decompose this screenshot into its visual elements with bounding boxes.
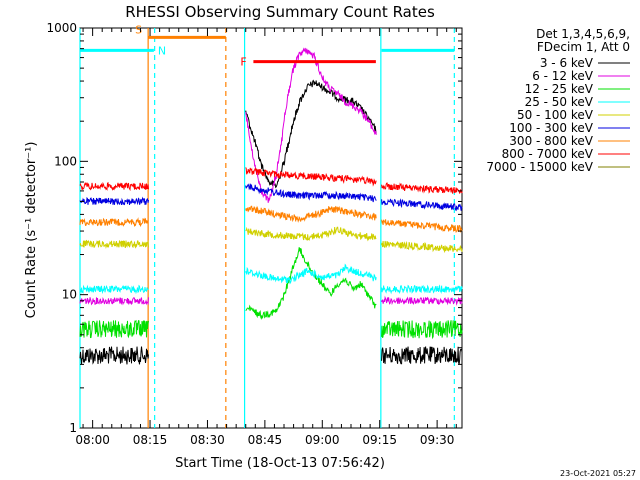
x-axis: 08:00 08:15 08:30 08:45 09:00 09:15 09:30 — [75, 28, 457, 447]
series-trace — [381, 346, 463, 365]
series-trace — [245, 79, 377, 189]
series-trace — [245, 47, 377, 203]
series-layer — [79, 47, 463, 365]
series-100-300keV — [79, 183, 463, 212]
legend: Det 1,3,4,5,6,9, FDecim 1, Att 0 3 - 6 k… — [486, 27, 630, 174]
series-trace — [381, 219, 463, 234]
y-tick-label: 1 — [69, 421, 77, 435]
legend-label: 3 - 6 keV — [540, 56, 594, 70]
series-800-7000keV — [79, 167, 463, 194]
chart-title: RHESSI Observing Summary Count Rates — [125, 3, 435, 21]
series-trace — [381, 295, 463, 306]
annotation-label-F: F — [240, 56, 246, 69]
plot-area: S N F — [79, 23, 463, 429]
x-tick-label: 09:00 — [305, 433, 340, 447]
annotation-label-N: N — [158, 44, 166, 57]
series-trace — [245, 183, 377, 203]
legend-label: 6 - 12 keV — [532, 69, 594, 83]
series-6-12keV — [79, 47, 463, 306]
vertical-markers — [79, 28, 455, 428]
x-tick-label: 09:15 — [362, 433, 397, 447]
series-trace — [381, 198, 463, 212]
series-3-6keV — [79, 79, 463, 365]
y-tick-label: 100 — [54, 154, 77, 168]
series-trace — [245, 263, 377, 285]
annotation-label-S: S — [135, 23, 142, 36]
legend-info-line-1: Det 1,3,4,5,6,9, — [536, 27, 630, 41]
series-12-25keV — [79, 247, 463, 340]
x-tick-label: 09:30 — [420, 433, 455, 447]
series-trace — [79, 284, 149, 295]
x-tick-label: 08:45 — [248, 433, 283, 447]
series-trace — [245, 226, 377, 242]
series-trace — [245, 167, 377, 187]
legend-label: 7000 - 15000 keV — [486, 160, 593, 174]
series-trace — [79, 346, 149, 365]
annotation-layer: S N F — [80, 23, 455, 69]
x-tick-label: 08:15 — [133, 433, 168, 447]
footer-date: 23-Oct-2021 05:27 — [560, 469, 636, 478]
series-trace — [79, 181, 149, 192]
series-25-50keV — [79, 263, 463, 295]
series-trace — [381, 240, 463, 254]
series-trace — [381, 320, 463, 340]
series-trace — [79, 297, 149, 306]
y-axis: 1 10 100 1000 — [46, 21, 462, 435]
series-trace — [79, 217, 149, 228]
series-trace — [381, 182, 463, 194]
series-300-800keV — [79, 205, 463, 234]
legend-label: 100 - 300 keV — [509, 121, 593, 135]
legend-label: 800 - 7000 keV — [502, 147, 594, 161]
series-trace — [381, 284, 463, 295]
series-trace — [79, 319, 149, 339]
y-tick-label: 1000 — [46, 21, 77, 35]
x-tick-label: 08:00 — [75, 433, 110, 447]
x-tick-label: 08:30 — [190, 433, 225, 447]
series-50-100keV — [79, 226, 463, 254]
series-trace — [79, 239, 149, 250]
y-axis-label: Count Rate (s⁻¹ detector⁻¹) — [24, 142, 39, 319]
legend-label: 300 - 800 keV — [509, 134, 593, 148]
x-axis-label: Start Time (18-Oct-13 07:56:42) — [175, 456, 385, 471]
legend-label: 12 - 25 keV — [525, 82, 594, 96]
series-trace — [245, 247, 377, 320]
legend-info-line-2: FDecim 1, Att 0 — [537, 40, 630, 54]
y-tick-label: 10 — [62, 288, 77, 302]
series-trace — [245, 205, 377, 223]
legend-label: 50 - 100 keV — [517, 108, 594, 122]
legend-label: 25 - 50 keV — [525, 95, 594, 109]
series-trace — [79, 196, 149, 206]
